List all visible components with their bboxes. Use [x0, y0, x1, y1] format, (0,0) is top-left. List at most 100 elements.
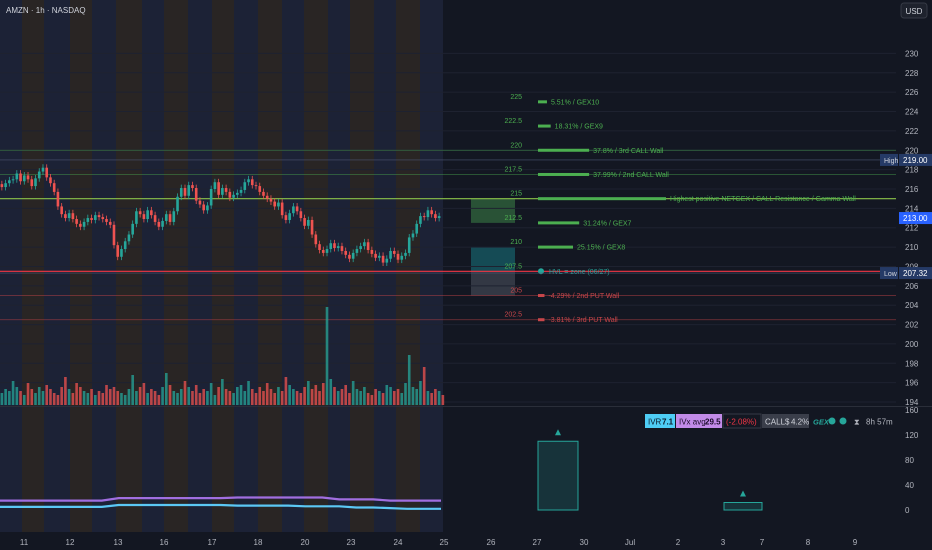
candle — [90, 214, 93, 224]
volume-bar — [340, 389, 344, 405]
candle-body — [112, 224, 116, 246]
volume-bar — [146, 393, 149, 405]
candle-body — [280, 202, 284, 216]
candle-body — [206, 205, 209, 211]
candle-body — [269, 198, 273, 202]
candle-body — [318, 244, 321, 251]
volume-bar — [52, 393, 56, 405]
volume-bar — [280, 391, 284, 405]
x-tick-label: 12 — [66, 538, 75, 547]
candle — [108, 218, 112, 229]
candle-body — [56, 191, 60, 207]
currency-button-label[interactable]: USD — [906, 7, 923, 16]
gex-bar — [538, 318, 545, 322]
candle-body — [243, 182, 247, 190]
x-tick-label: 9 — [853, 538, 858, 547]
candle-body — [37, 171, 41, 179]
symbol-label: AMZN · 1h · NASDAQ — [6, 6, 86, 15]
candle — [396, 250, 400, 264]
candle — [400, 252, 404, 264]
candle — [8, 176, 11, 187]
candle — [378, 252, 381, 262]
candle-body — [351, 252, 355, 259]
candle — [34, 174, 37, 190]
volume-bar — [45, 385, 49, 405]
candle — [183, 184, 187, 200]
candle-body — [191, 185, 194, 189]
ivx-badge — [676, 414, 722, 428]
volume-bar — [90, 389, 93, 405]
volume-bar — [19, 391, 22, 405]
candle-body — [239, 189, 243, 193]
candle-body — [366, 242, 370, 251]
volume-bar — [79, 387, 82, 405]
x-tick-label: 8 — [806, 538, 811, 547]
candle — [333, 239, 336, 252]
volume-bar — [86, 393, 90, 405]
candle-body — [404, 252, 407, 256]
candle-body — [221, 188, 224, 195]
volume-bar — [351, 381, 355, 405]
candle — [0, 180, 4, 191]
calls-badge — [762, 414, 809, 428]
volume-bar — [422, 367, 426, 405]
volume-bar — [310, 389, 314, 405]
x-tick-label: 23 — [347, 538, 356, 547]
candle — [138, 207, 142, 218]
x-tick-label: 16 — [160, 538, 169, 547]
y-tick-label: 222 — [905, 127, 919, 136]
candle — [165, 210, 168, 225]
candle — [247, 175, 250, 186]
gex-level-label: HVL = zone (06/27) — [549, 269, 610, 276]
candle — [359, 242, 362, 253]
volume-bar — [243, 391, 247, 405]
volume-bar — [22, 395, 26, 405]
candle — [430, 206, 433, 218]
candle — [60, 203, 63, 218]
candle — [202, 201, 205, 214]
candle-body — [8, 180, 11, 184]
candle-body — [127, 234, 131, 242]
candle-body — [187, 185, 191, 196]
candle — [348, 251, 351, 263]
iv-bar — [723, 502, 763, 511]
iv-tick-label: 160 — [905, 406, 919, 415]
candlesticks[interactable] — [0, 164, 441, 266]
candle — [191, 181, 194, 192]
candle — [150, 206, 153, 219]
candle-body — [213, 182, 217, 189]
candle — [93, 211, 97, 224]
volume-bar — [142, 383, 146, 405]
candle — [434, 210, 437, 222]
currency-button[interactable] — [900, 2, 928, 19]
volume-bar — [131, 375, 134, 405]
candle-body — [288, 213, 291, 220]
ivx-label: IVx avg — [679, 418, 706, 427]
candle-body — [396, 253, 400, 260]
time-axis[interactable]: 11 12 13 16 17 18 20 23 24 25 26 27 30 Jul 2 3 7 8 9 — [20, 538, 858, 547]
volume-bar — [168, 385, 172, 405]
candle-body — [179, 188, 183, 197]
candle — [415, 220, 419, 237]
candle — [407, 234, 411, 257]
volume-bar — [206, 391, 209, 405]
change-badge — [722, 413, 762, 429]
volume-bar — [26, 383, 30, 405]
volume-bar — [321, 383, 325, 405]
volume-bar — [135, 391, 138, 405]
volume-bar — [30, 389, 34, 405]
candle — [258, 182, 262, 196]
volume-bar — [221, 379, 224, 405]
candle-body — [168, 214, 172, 222]
candle-body — [71, 213, 75, 220]
candle — [262, 188, 265, 200]
candle — [79, 220, 82, 231]
price-axis[interactable]: 230 228 226 224 222 220 218 216 214 212 210 208 206 2… — [880, 49, 932, 407]
volume-bar — [179, 389, 183, 405]
candle-body — [329, 243, 333, 250]
candle-body — [93, 215, 97, 220]
candle-body — [359, 246, 362, 250]
candle — [161, 217, 164, 231]
gex-strike-label: 207.5 — [504, 263, 522, 270]
